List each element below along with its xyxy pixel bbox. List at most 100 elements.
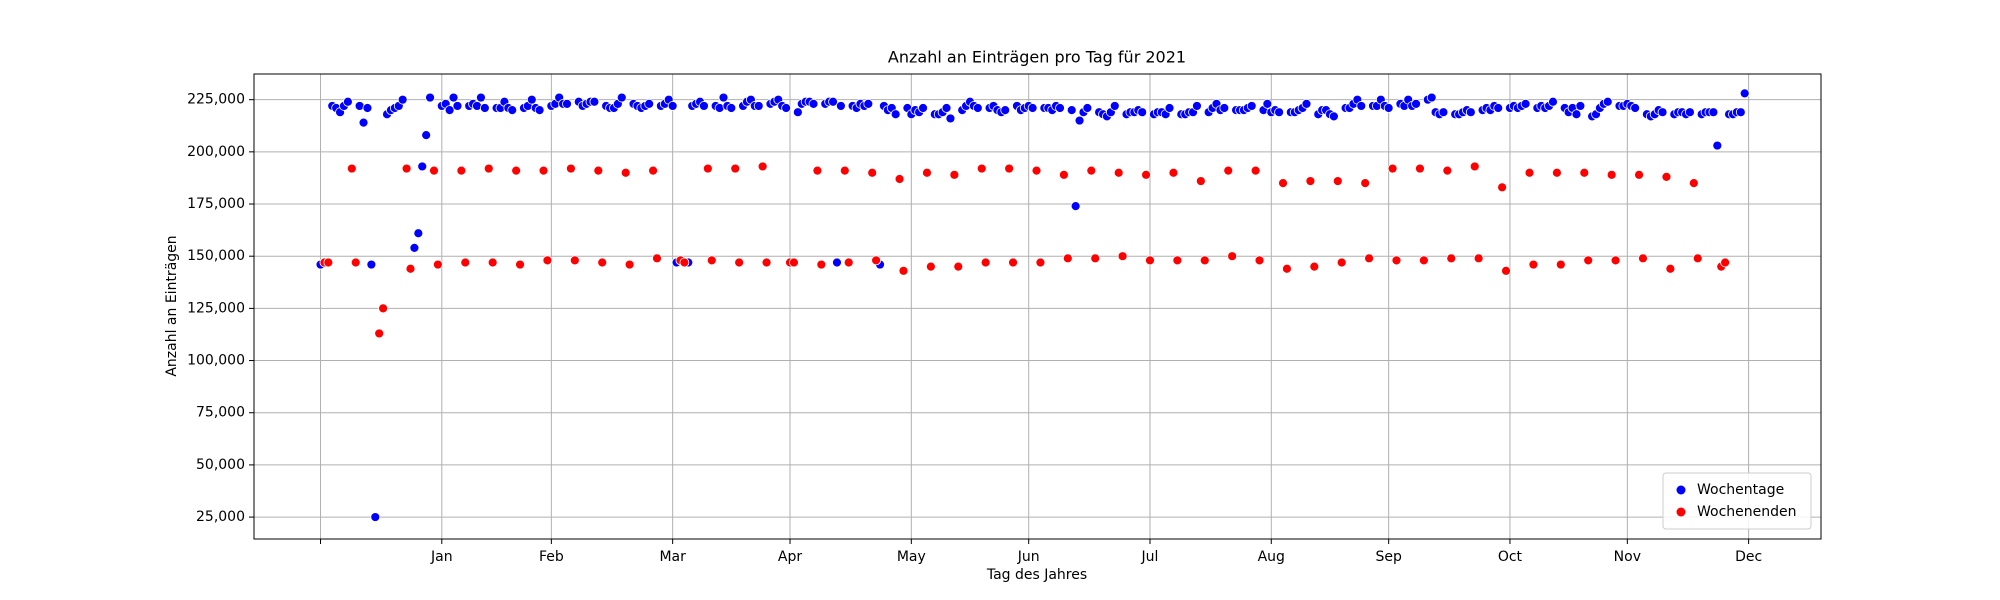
data-point [448,92,459,103]
data-point [1708,107,1719,118]
data-point [922,167,932,178]
data-point [401,163,412,174]
data-point [1555,259,1566,270]
data-point [972,103,983,113]
data-point [1602,96,1613,107]
data-point [828,96,838,107]
data-point [593,165,604,176]
data-point [1117,251,1128,262]
data-point [1086,165,1097,176]
data-point [1685,107,1695,118]
legend-box [1662,472,1812,530]
data-point [370,512,381,522]
data-point [718,92,729,103]
data-point [925,261,936,272]
data-point [667,101,678,111]
y-tick-label: 75,000 [196,405,245,421]
data-point [894,174,905,184]
x-tick-label: Jun [1017,549,1040,565]
data-point [1328,111,1339,122]
data-point [816,259,827,270]
data-point [452,101,463,111]
data-point [812,165,823,176]
data-point [1192,101,1202,111]
data-point [757,161,768,172]
data-point [1199,255,1210,266]
legend-marker [1676,485,1686,495]
data-point [890,109,901,120]
data-point [734,257,745,268]
data-point [616,92,627,103]
data-point [644,98,655,109]
data-point [421,130,432,141]
data-point [1712,140,1723,151]
data-point [871,255,882,266]
y-tick-label: 25,000 [196,509,245,525]
x-tick-label: Feb [539,549,564,565]
data-point [1383,103,1394,113]
data-point [918,103,928,113]
data-point [1579,167,1590,178]
data-point [1074,115,1085,126]
data-point [699,101,709,111]
data-point [432,259,443,270]
y-tick-label: 125,000 [187,300,245,316]
data-point [1638,253,1648,264]
data-point [1113,167,1124,178]
x-tick-label: Aug [1258,549,1285,565]
data-point [1282,263,1292,274]
data-point [409,242,420,253]
data-point [1004,163,1015,174]
data-point [1391,255,1402,266]
data-point [562,98,572,109]
data-point [534,105,545,116]
data-point [835,101,846,111]
data-point [350,257,361,268]
data-point [624,259,635,270]
data-point [730,163,741,174]
data-point [1575,101,1586,111]
data-point [648,165,658,176]
data-point [1227,251,1238,262]
data-point [444,105,455,116]
data-point [358,117,369,128]
data-point [1301,98,1312,109]
legend-label: Wochenenden [1697,504,1797,520]
data-point [1031,165,1042,176]
data-point [1387,163,1398,174]
data-point [1735,107,1746,118]
data-point [953,261,964,272]
x-tick-label: Apr [778,549,802,565]
data-point [346,163,357,174]
data-point [761,257,772,268]
data-point [706,255,717,266]
data-point [1219,103,1230,113]
data-point [1501,265,1511,276]
y-tick-label: 50,000 [196,457,245,473]
x-tick-label: Mar [659,549,686,565]
data-point [1305,176,1316,186]
data-point [843,257,854,268]
data-point [1661,171,1672,182]
plot-frame [253,73,1822,540]
data-point [483,163,494,174]
data-point [652,253,662,264]
data-point [1469,161,1480,172]
x-tick-label: Nov [1614,549,1641,565]
data-point [1720,257,1731,268]
data-point [1008,257,1018,268]
data-point [1164,103,1175,113]
data-point [1332,176,1343,186]
legend-label: Wochentage [1697,482,1784,498]
data-point [620,167,631,178]
data-point [405,263,416,274]
data-point [526,94,537,105]
y-tick-label: 200,000 [187,144,245,160]
data-point [1442,165,1453,176]
data-point [1571,109,1582,120]
data-point [976,163,987,174]
data-point [1262,98,1273,109]
data-point [1692,253,1703,264]
x-tick-label: Jan [430,549,453,565]
data-point [511,165,522,176]
